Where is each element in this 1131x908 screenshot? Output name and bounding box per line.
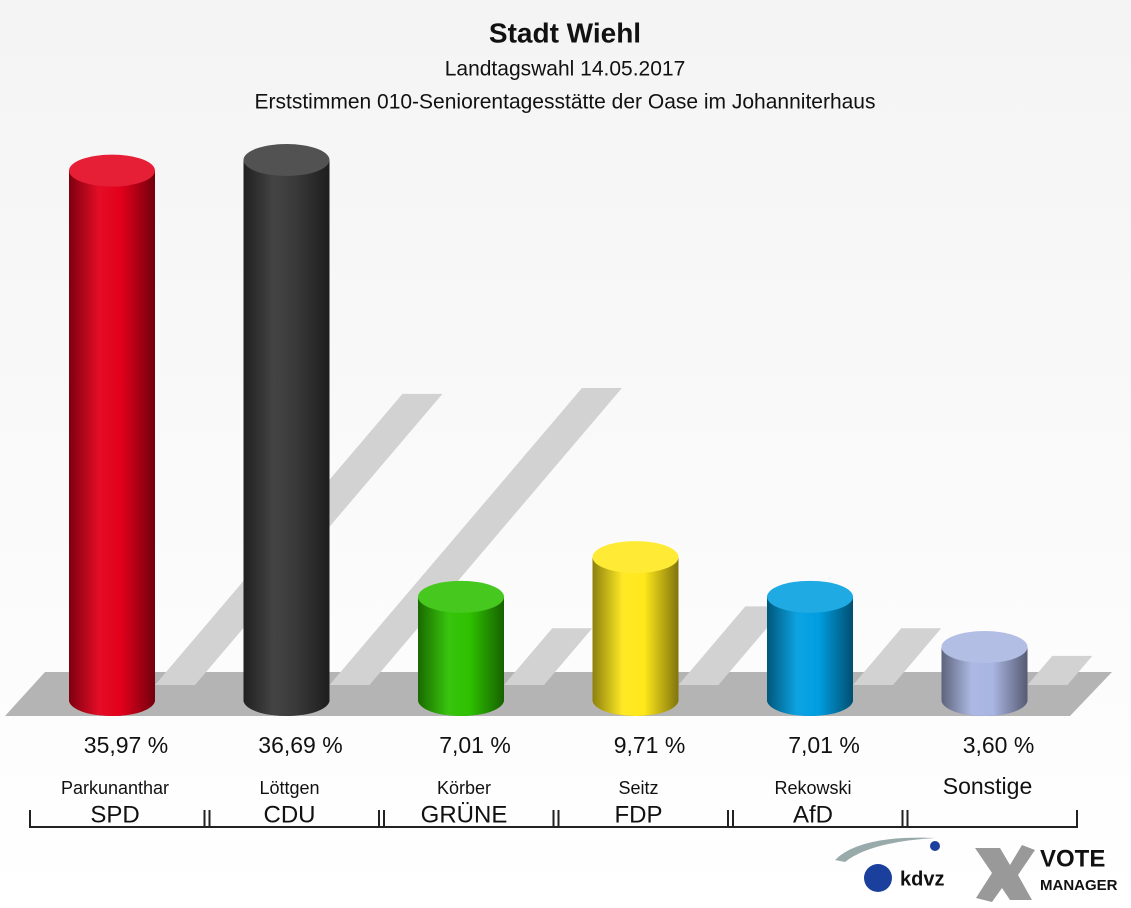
logo-ball bbox=[864, 864, 892, 892]
bar-body bbox=[69, 170, 155, 700]
chart-title: Stadt Wiehl bbox=[489, 17, 641, 48]
logo-swoosh bbox=[835, 837, 935, 862]
value-label: 7,01 % bbox=[788, 732, 860, 758]
bar bbox=[243, 144, 330, 716]
logo: kdvz VOTE MANAGER bbox=[835, 837, 1118, 902]
x-tick-label: FDP bbox=[615, 801, 663, 828]
logo-ball bbox=[930, 841, 940, 851]
bar bbox=[941, 631, 1028, 716]
x-tick-label: SPD bbox=[90, 801, 139, 828]
bar-body bbox=[418, 596, 504, 700]
bar-bottom bbox=[243, 684, 330, 716]
bar-bottom bbox=[767, 684, 853, 716]
chart-subtitle: Landtagswahl 14.05.2017 bbox=[445, 58, 686, 81]
bar-top bbox=[243, 144, 330, 176]
bar-top bbox=[418, 580, 504, 613]
x-tick-label: CDU bbox=[264, 801, 316, 828]
value-label: 3,60 % bbox=[963, 732, 1035, 758]
bar bbox=[418, 580, 504, 716]
bar-shadow bbox=[504, 628, 593, 685]
logo-text: kdvz bbox=[900, 868, 944, 890]
bar bbox=[592, 541, 679, 716]
bar-bottom bbox=[418, 684, 504, 716]
value-label: 35,97 % bbox=[84, 732, 168, 758]
bar-top bbox=[941, 631, 1028, 664]
value-label: 9,71 % bbox=[614, 732, 686, 758]
candidate-label: Parkunanthar bbox=[61, 778, 169, 798]
value-label: 7,01 % bbox=[439, 732, 511, 758]
bar-shadow bbox=[329, 388, 622, 685]
bar-shadow bbox=[1027, 655, 1093, 685]
candidate-label: Löttgen bbox=[259, 778, 319, 798]
value-label: 36,69 % bbox=[258, 732, 342, 758]
bar-bottom bbox=[941, 684, 1028, 716]
bar-shadow bbox=[678, 606, 786, 685]
bar bbox=[767, 580, 853, 716]
candidate-label: Seitz bbox=[618, 778, 658, 798]
chart-subtitle: Erststimmen 010-Seniorentagesstätte der … bbox=[255, 91, 876, 114]
bar-top bbox=[767, 580, 853, 613]
x-tick-label: Sonstige bbox=[943, 773, 1033, 799]
x-tick-label: GRÜNE bbox=[421, 801, 508, 828]
bar-top bbox=[592, 541, 679, 574]
bar bbox=[69, 154, 155, 716]
logo-x bbox=[975, 845, 1035, 902]
x-tick-label: AfD bbox=[793, 801, 833, 828]
bar-body bbox=[592, 557, 679, 700]
bar-shadow bbox=[853, 628, 942, 685]
bar-body bbox=[243, 160, 330, 700]
bar-top bbox=[69, 154, 155, 187]
bar-body bbox=[767, 596, 853, 700]
candidate-label: Rekowski bbox=[774, 778, 851, 798]
bar-bottom bbox=[69, 684, 155, 716]
logo-text: MANAGER bbox=[1040, 877, 1118, 894]
bar-bottom bbox=[592, 684, 679, 716]
logo-text: VOTE bbox=[1040, 845, 1105, 872]
candidate-label: Körber bbox=[437, 778, 491, 798]
